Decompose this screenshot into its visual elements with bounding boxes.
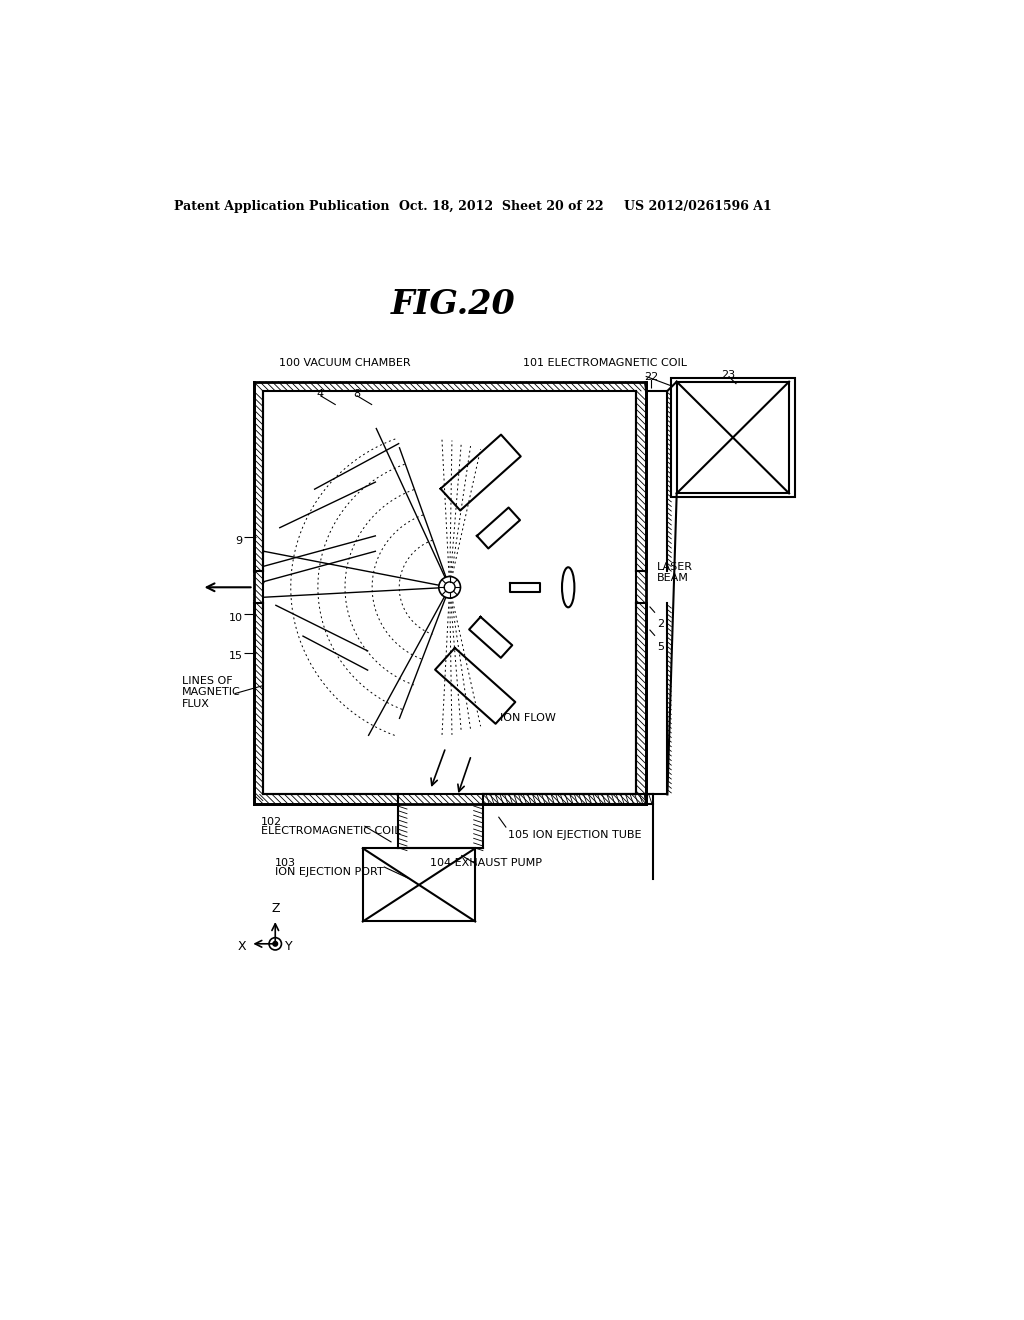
Text: 9: 9	[236, 536, 243, 545]
Bar	[362, 849, 475, 921]
Polygon shape	[510, 582, 540, 591]
Bar	[254, 381, 646, 804]
Text: 4: 4	[316, 389, 324, 400]
Text: 102: 102	[261, 817, 283, 826]
Text: 22: 22	[644, 372, 658, 383]
Text: ELECTROMAGNETIC COIL: ELECTROMAGNETIC COIL	[261, 826, 400, 836]
Text: ION EJECTION PORT: ION EJECTION PORT	[275, 867, 384, 876]
Text: LASER
BEAM: LASER BEAM	[657, 562, 693, 583]
Text: LINES OF
MAGNETIC
FLUX: LINES OF MAGNETIC FLUX	[182, 676, 241, 709]
Circle shape	[438, 577, 461, 598]
Text: Oct. 18, 2012  Sheet 20 of 22: Oct. 18, 2012 Sheet 20 of 22	[399, 199, 604, 213]
Text: 104 EXHAUST PUMP: 104 EXHAUST PUMP	[430, 858, 543, 867]
Text: 100 VACUUM CHAMBER: 100 VACUUM CHAMBER	[280, 358, 411, 368]
Text: 101 ELECTROMAGNETIC COIL: 101 ELECTROMAGNETIC COIL	[523, 358, 687, 368]
Bar	[263, 391, 636, 795]
Text: ION FLOW: ION FLOW	[500, 713, 556, 723]
Text: X: X	[238, 940, 246, 953]
Text: 10: 10	[228, 612, 243, 623]
Circle shape	[444, 582, 455, 593]
Ellipse shape	[562, 568, 574, 607]
Text: 103: 103	[275, 858, 296, 867]
Text: 5: 5	[657, 642, 665, 652]
Text: 8: 8	[353, 389, 360, 400]
Polygon shape	[435, 648, 515, 723]
Bar	[677, 381, 790, 494]
Text: 105 ION EJECTION TUBE: 105 ION EJECTION TUBE	[508, 830, 641, 840]
Polygon shape	[440, 434, 521, 511]
Polygon shape	[477, 507, 520, 549]
Text: 2: 2	[657, 619, 665, 628]
Text: Z: Z	[271, 902, 280, 915]
Polygon shape	[469, 616, 512, 657]
Text: Patent Application Publication: Patent Application Publication	[174, 199, 390, 213]
Text: 15: 15	[228, 651, 243, 661]
Bar	[671, 378, 796, 498]
Text: Y: Y	[285, 940, 292, 953]
Text: US 2012/0261596 A1: US 2012/0261596 A1	[624, 199, 772, 213]
Text: FIG.20: FIG.20	[391, 288, 516, 321]
Text: 23: 23	[722, 370, 735, 380]
Circle shape	[273, 941, 278, 946]
